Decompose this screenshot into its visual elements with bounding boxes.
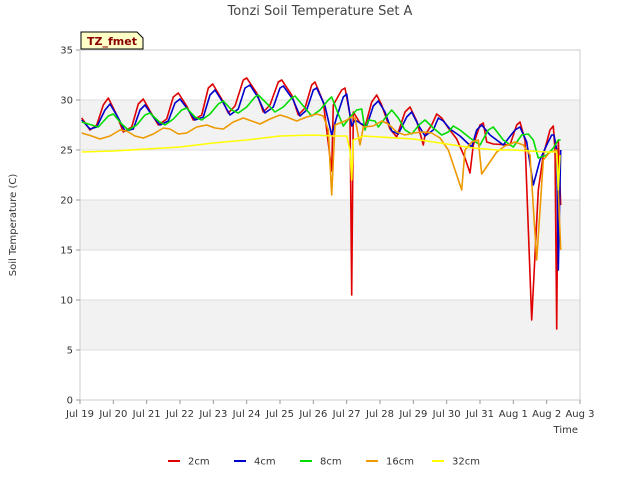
x-tick-label: Jul 23 bbox=[198, 409, 227, 420]
chart-title: Tonzi Soil Temperature Set A bbox=[227, 4, 413, 19]
plot-frame bbox=[79, 49, 581, 401]
x-axis-ticks: Jul 19 Jul 20 Jul 21 Jul 22 Jul 23 Jul 24 Jul … bbox=[65, 400, 595, 420]
x-tick-label: Jul 29 bbox=[398, 409, 427, 420]
x-tick-label: Jul 24 bbox=[232, 409, 261, 420]
x-tick-label: Jul 27 bbox=[332, 409, 361, 420]
x-axis-label: Time bbox=[553, 425, 578, 436]
legend-label-4cm: 4cm bbox=[254, 457, 276, 468]
y-tick-label: 25 bbox=[60, 146, 73, 157]
data-series bbox=[81, 77, 562, 330]
plot-bands bbox=[80, 100, 580, 350]
x-tick-label: Jul 30 bbox=[432, 409, 461, 420]
legend-label-16cm: 16cm bbox=[386, 457, 414, 468]
x-tick-label: Jul 20 bbox=[98, 409, 127, 420]
series-line-16cm bbox=[81, 113, 562, 261]
y-axis-label: Soil Temperature (C) bbox=[8, 174, 19, 277]
x-tick-label: Aug 2 bbox=[532, 409, 561, 420]
x-tick-label: Jul 26 bbox=[298, 409, 327, 420]
y-tick-label: 0 bbox=[67, 396, 73, 407]
y-axis-ticks: 0 5 10 15 20 25 30 35 bbox=[60, 46, 80, 407]
x-tick-label: Jul 25 bbox=[265, 409, 294, 420]
legend-label-8cm: 8cm bbox=[320, 457, 342, 468]
legend: 2cm 4cm 8cm 16cm 32cm bbox=[168, 457, 480, 468]
x-tick-label: Aug 3 bbox=[565, 409, 594, 420]
y-tick-label: 5 bbox=[67, 346, 73, 357]
x-tick-label: Jul 21 bbox=[132, 409, 161, 420]
y-tick-label: 30 bbox=[60, 96, 73, 107]
x-tick-label: Jul 22 bbox=[165, 409, 194, 420]
site-badge-box bbox=[80, 31, 144, 50]
site-badge: TZ_fmet bbox=[80, 31, 144, 50]
x-tick-label: Aug 1 bbox=[499, 409, 528, 420]
legend-label-2cm: 2cm bbox=[188, 457, 210, 468]
series-line-32cm bbox=[81, 134, 561, 191]
y-tick-label: 20 bbox=[60, 196, 73, 207]
x-tick-label: Jul 19 bbox=[65, 409, 94, 420]
plot-band bbox=[80, 300, 580, 350]
plot-band bbox=[80, 200, 580, 250]
series-line-8cm bbox=[81, 94, 561, 159]
x-tick-label: Jul 31 bbox=[465, 409, 494, 420]
x-tick-label: Jul 28 bbox=[365, 409, 394, 420]
legend-label-32cm: 32cm bbox=[452, 457, 480, 468]
y-tick-label: 15 bbox=[60, 246, 73, 257]
y-tick-label: 35 bbox=[60, 46, 73, 57]
site-badge-label: TZ_fmet bbox=[87, 35, 137, 48]
y-tick-label: 10 bbox=[60, 296, 73, 307]
